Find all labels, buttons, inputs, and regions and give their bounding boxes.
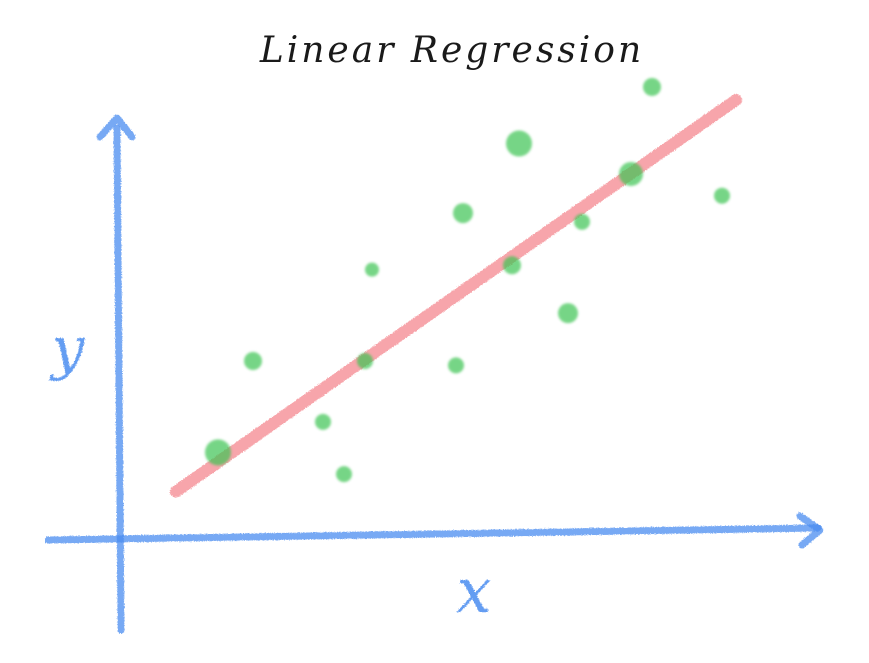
data-point xyxy=(205,439,231,466)
data-point xyxy=(453,203,473,224)
data-point xyxy=(336,466,352,483)
x-axis-line xyxy=(44,524,822,544)
data-points xyxy=(205,77,730,483)
y-axis-label: y xyxy=(49,314,86,382)
data-point xyxy=(558,303,578,324)
y-axis-arrowhead xyxy=(96,114,136,141)
data-point xyxy=(574,213,590,230)
x-axis-label: x xyxy=(457,554,492,627)
data-point xyxy=(448,357,464,374)
y-axis-line xyxy=(113,124,125,634)
axes xyxy=(44,114,824,634)
x-axis-arrowhead xyxy=(796,512,824,549)
data-point xyxy=(315,413,331,430)
regression-line xyxy=(170,94,742,498)
data-point xyxy=(643,77,661,96)
data-point xyxy=(365,262,379,277)
chart-title: Linear Regression xyxy=(259,30,644,71)
data-point xyxy=(714,187,730,204)
data-point xyxy=(619,161,643,186)
data-point xyxy=(506,130,532,157)
data-point xyxy=(503,256,521,275)
data-point xyxy=(357,353,373,369)
data-point xyxy=(244,352,262,370)
